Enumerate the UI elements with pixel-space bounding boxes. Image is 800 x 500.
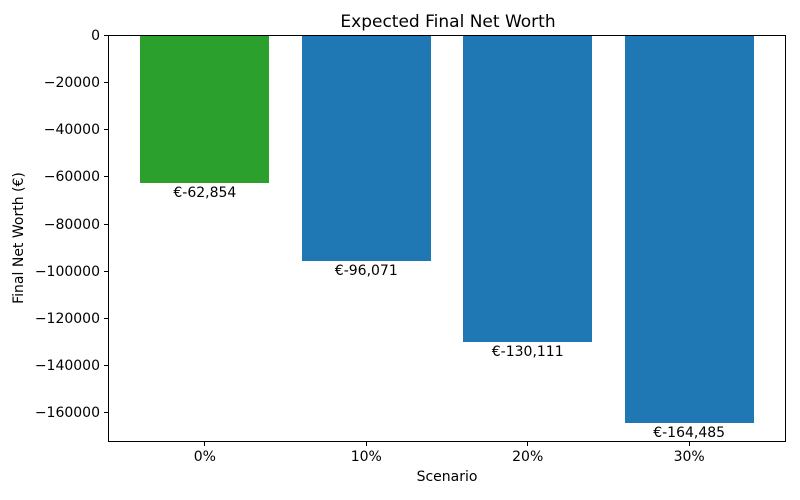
bar-10% <box>301 36 431 262</box>
y-tick-mark <box>104 224 108 225</box>
y-tick-label: −100000 <box>34 263 100 280</box>
y-tick-mark <box>104 35 108 36</box>
bar-value-label: €-164,485 <box>653 424 726 441</box>
x-tick-mark <box>688 442 690 446</box>
y-tick-label: −40000 <box>43 121 100 138</box>
y-tick-mark <box>104 318 108 319</box>
y-tick-mark <box>104 129 108 130</box>
y-axis-label: Final Net Worth (€) <box>11 172 27 304</box>
y-tick-mark <box>104 271 108 272</box>
x-axis-label: Scenario <box>416 469 478 485</box>
y-tick-label: −80000 <box>43 216 100 233</box>
y-tick-label: −140000 <box>34 357 100 374</box>
x-tick-mark <box>204 442 206 446</box>
x-tick-mark <box>365 442 367 446</box>
x-tick-mark <box>527 442 529 446</box>
bar-30% <box>624 36 754 423</box>
y-tick-label: −120000 <box>34 310 100 327</box>
y-tick-mark <box>104 82 108 83</box>
bar-value-label: €-96,071 <box>334 263 398 280</box>
x-tick-label: 10% <box>350 449 382 465</box>
bar-value-label: €-62,854 <box>173 185 237 202</box>
x-tick-label: 30% <box>673 449 705 465</box>
chart-title: Expected Final Net Worth <box>340 12 556 32</box>
bar-20% <box>463 36 593 342</box>
y-tick-label: 0 <box>91 27 100 44</box>
y-tick-mark <box>104 412 108 413</box>
bar-value-label: €-130,111 <box>491 343 564 360</box>
bar-0% <box>140 36 270 184</box>
y-tick-label: −160000 <box>34 404 100 421</box>
y-tick-label: −60000 <box>43 168 100 185</box>
x-tick-label: 20% <box>512 449 544 465</box>
y-tick-mark <box>104 365 108 366</box>
x-tick-label: 0% <box>193 449 216 465</box>
y-tick-mark <box>104 176 108 177</box>
y-tick-label: −20000 <box>43 74 100 91</box>
